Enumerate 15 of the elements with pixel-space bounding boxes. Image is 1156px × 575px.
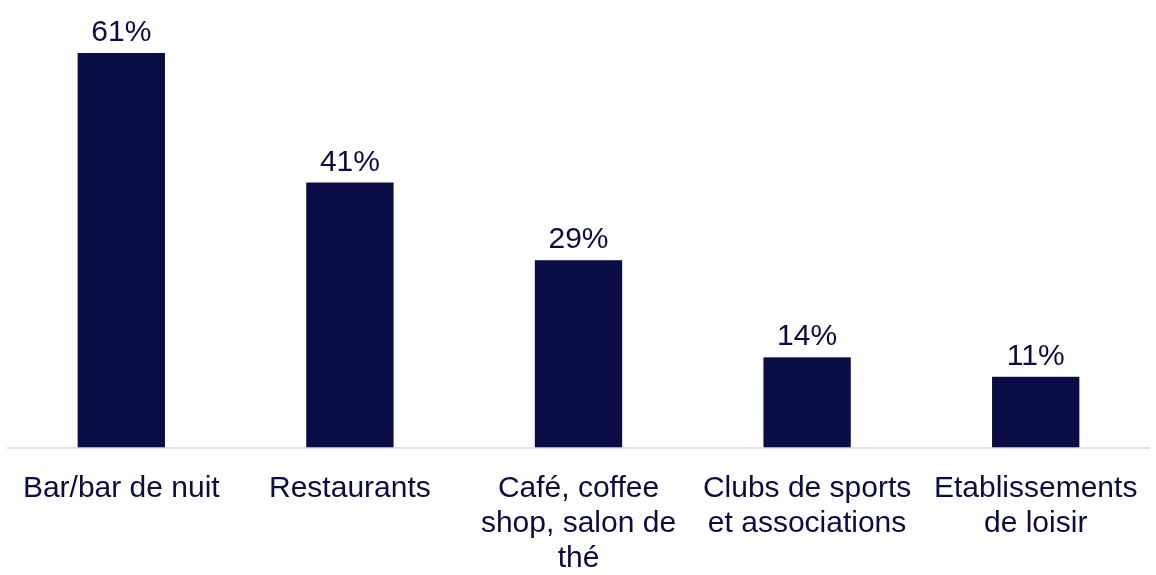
data-label: 11%: [1006, 337, 1065, 371]
bar: [992, 376, 1080, 448]
data-label: 29%: [548, 221, 609, 255]
data-label: 61%: [91, 14, 152, 47]
bar: [534, 260, 623, 448]
x-tick-label: Restaurants: [269, 470, 431, 503]
x-tick-label: Bar/bar de nuit: [22, 470, 221, 503]
bar: [306, 182, 394, 448]
data-label: 41%: [319, 143, 380, 177]
x-tick-label: Clubs de sports et associations: [702, 470, 912, 538]
x-tick-label: Café, coffee shop, salon de thé: [480, 470, 677, 573]
x-tick-label: Etablissements de loisir: [933, 470, 1138, 538]
data-label: 14%: [777, 318, 838, 352]
bar: [77, 53, 165, 448]
bar: [763, 357, 851, 448]
